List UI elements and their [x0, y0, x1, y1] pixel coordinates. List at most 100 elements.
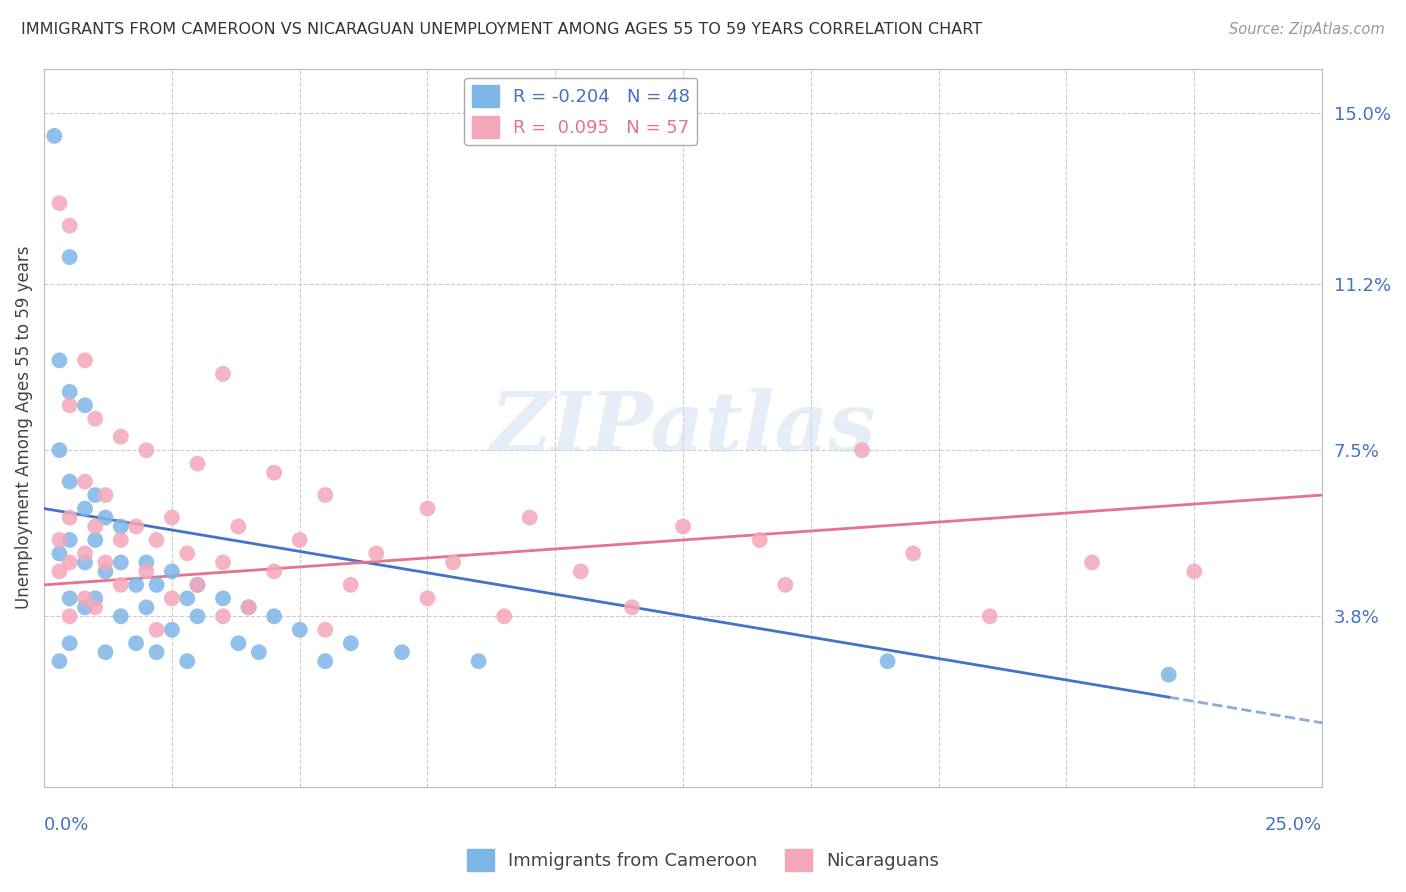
Point: [416, 591, 439, 606]
Point: [44, 128, 66, 143]
Point: [94, 488, 117, 502]
Point: [59, 636, 82, 650]
Point: [212, 556, 235, 570]
Point: [238, 600, 260, 615]
Point: [110, 430, 132, 444]
Y-axis label: Unemployment Among Ages 55 to 59 years: Unemployment Among Ages 55 to 59 years: [15, 246, 32, 609]
Point: [110, 556, 132, 570]
Text: Source: ZipAtlas.com: Source: ZipAtlas.com: [1229, 22, 1385, 37]
Point: [73, 398, 96, 412]
Text: IMMIGRANTS FROM CAMEROON VS NICARAGUAN UNEMPLOYMENT AMONG AGES 55 TO 59 YEARS CO: IMMIGRANTS FROM CAMEROON VS NICARAGUAN U…: [21, 22, 983, 37]
Point: [901, 546, 924, 560]
Point: [228, 519, 250, 533]
Point: [110, 609, 132, 624]
Point: [775, 578, 797, 592]
Point: [569, 565, 592, 579]
Point: [48, 533, 70, 547]
Point: [176, 654, 198, 668]
Point: [135, 443, 157, 458]
Point: [135, 556, 157, 570]
Point: [160, 510, 183, 524]
Point: [228, 636, 250, 650]
Point: [176, 546, 198, 560]
Point: [186, 609, 208, 624]
Point: [94, 556, 117, 570]
Point: [48, 546, 70, 560]
Point: [340, 578, 363, 592]
Text: 0.0%: 0.0%: [44, 815, 90, 834]
Point: [876, 654, 898, 668]
Point: [59, 250, 82, 264]
Point: [125, 519, 148, 533]
Point: [84, 488, 107, 502]
Point: [212, 609, 235, 624]
Point: [110, 519, 132, 533]
Point: [620, 600, 643, 615]
Point: [59, 510, 82, 524]
Point: [59, 533, 82, 547]
Point: [288, 623, 311, 637]
Point: [59, 591, 82, 606]
Point: [84, 533, 107, 547]
Point: [467, 654, 489, 668]
Point: [160, 591, 183, 606]
Point: [186, 578, 208, 592]
Point: [48, 654, 70, 668]
Point: [59, 398, 82, 412]
Point: [1081, 556, 1104, 570]
Point: [340, 636, 363, 650]
Point: [59, 556, 82, 570]
Point: [110, 578, 132, 592]
Point: [212, 367, 235, 381]
Legend: R = -0.204   N = 48, R =  0.095   N = 57: R = -0.204 N = 48, R = 0.095 N = 57: [464, 78, 697, 145]
Point: [263, 466, 285, 480]
Point: [73, 556, 96, 570]
Point: [73, 475, 96, 489]
Point: [73, 546, 96, 560]
Text: 25.0%: 25.0%: [1265, 815, 1322, 834]
Point: [672, 519, 695, 533]
Point: [366, 546, 388, 560]
Legend: Immigrants from Cameroon, Nicaraguans: Immigrants from Cameroon, Nicaraguans: [460, 842, 946, 879]
Point: [84, 519, 107, 533]
Point: [125, 578, 148, 592]
Point: [59, 219, 82, 233]
Point: [73, 501, 96, 516]
Point: [288, 533, 311, 547]
Point: [145, 578, 167, 592]
Point: [263, 609, 285, 624]
Point: [73, 353, 96, 368]
Point: [416, 501, 439, 516]
Point: [748, 533, 770, 547]
Point: [59, 384, 82, 399]
Point: [238, 600, 260, 615]
Point: [59, 475, 82, 489]
Point: [145, 623, 167, 637]
Point: [84, 411, 107, 425]
Text: ZIPatlas: ZIPatlas: [491, 388, 876, 467]
Point: [494, 609, 516, 624]
Point: [186, 457, 208, 471]
Point: [145, 533, 167, 547]
Point: [979, 609, 1001, 624]
Point: [519, 510, 541, 524]
Point: [391, 645, 413, 659]
Point: [110, 533, 132, 547]
Point: [851, 443, 873, 458]
Point: [135, 565, 157, 579]
Point: [48, 353, 70, 368]
Point: [73, 591, 96, 606]
Point: [135, 600, 157, 615]
Point: [160, 623, 183, 637]
Point: [84, 591, 107, 606]
Point: [441, 556, 464, 570]
Point: [176, 591, 198, 606]
Point: [94, 510, 117, 524]
Point: [314, 654, 336, 668]
Point: [94, 645, 117, 659]
Point: [314, 623, 336, 637]
Point: [186, 578, 208, 592]
Point: [1182, 565, 1205, 579]
Point: [263, 565, 285, 579]
Point: [48, 196, 70, 211]
